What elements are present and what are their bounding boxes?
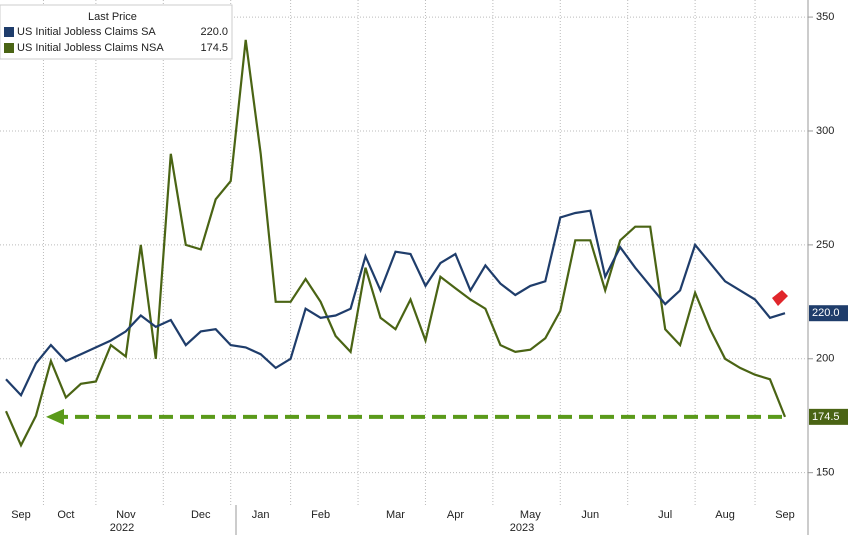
x-tick-label: May bbox=[520, 509, 541, 521]
x-tick-label: Feb bbox=[311, 509, 330, 521]
legend-box bbox=[0, 4, 233, 60]
last-value-box bbox=[809, 408, 848, 425]
x-tick-label: Apr bbox=[447, 509, 464, 521]
legend-value: 174.5 bbox=[200, 42, 228, 54]
legend-swatch bbox=[4, 27, 14, 37]
y-tick-label: 250 bbox=[816, 239, 834, 251]
last-value-label: 174.5 bbox=[812, 411, 840, 423]
series-line bbox=[5, 209, 786, 398]
y-tick-label: 350 bbox=[816, 11, 834, 23]
y-tick-label: 300 bbox=[816, 125, 834, 137]
x-tick-label: Sep bbox=[775, 509, 795, 521]
year-label: 2023 bbox=[510, 522, 534, 534]
x-tick-label: Mar bbox=[386, 509, 405, 521]
x-tick-label: Jan bbox=[252, 509, 270, 521]
legend-value: 220.0 bbox=[200, 26, 228, 38]
y-tick-label: 200 bbox=[816, 353, 834, 365]
x-tick-label: Oct bbox=[57, 509, 74, 521]
x-tick-label: Nov bbox=[116, 509, 136, 521]
red-arrow bbox=[772, 290, 788, 306]
legend-title: Last Price bbox=[88, 11, 137, 23]
x-tick-label: Jun bbox=[581, 509, 599, 521]
x-tick-label: Dec bbox=[191, 509, 211, 521]
legend-label: US Initial Jobless Claims NSA bbox=[17, 42, 164, 54]
legend-label: US Initial Jobless Claims SA bbox=[17, 26, 156, 38]
y-tick-label: 150 bbox=[816, 467, 834, 479]
series-line bbox=[4, 39, 787, 448]
arrow-head bbox=[46, 408, 64, 425]
last-value-box bbox=[809, 305, 848, 322]
year-label: 2022 bbox=[110, 522, 134, 534]
last-value-label: 220.0 bbox=[812, 307, 840, 319]
x-tick-label: Aug bbox=[715, 509, 735, 521]
x-tick-label: Sep bbox=[11, 509, 31, 521]
x-tick-label: Jul bbox=[658, 509, 672, 521]
legend-swatch bbox=[4, 43, 14, 53]
